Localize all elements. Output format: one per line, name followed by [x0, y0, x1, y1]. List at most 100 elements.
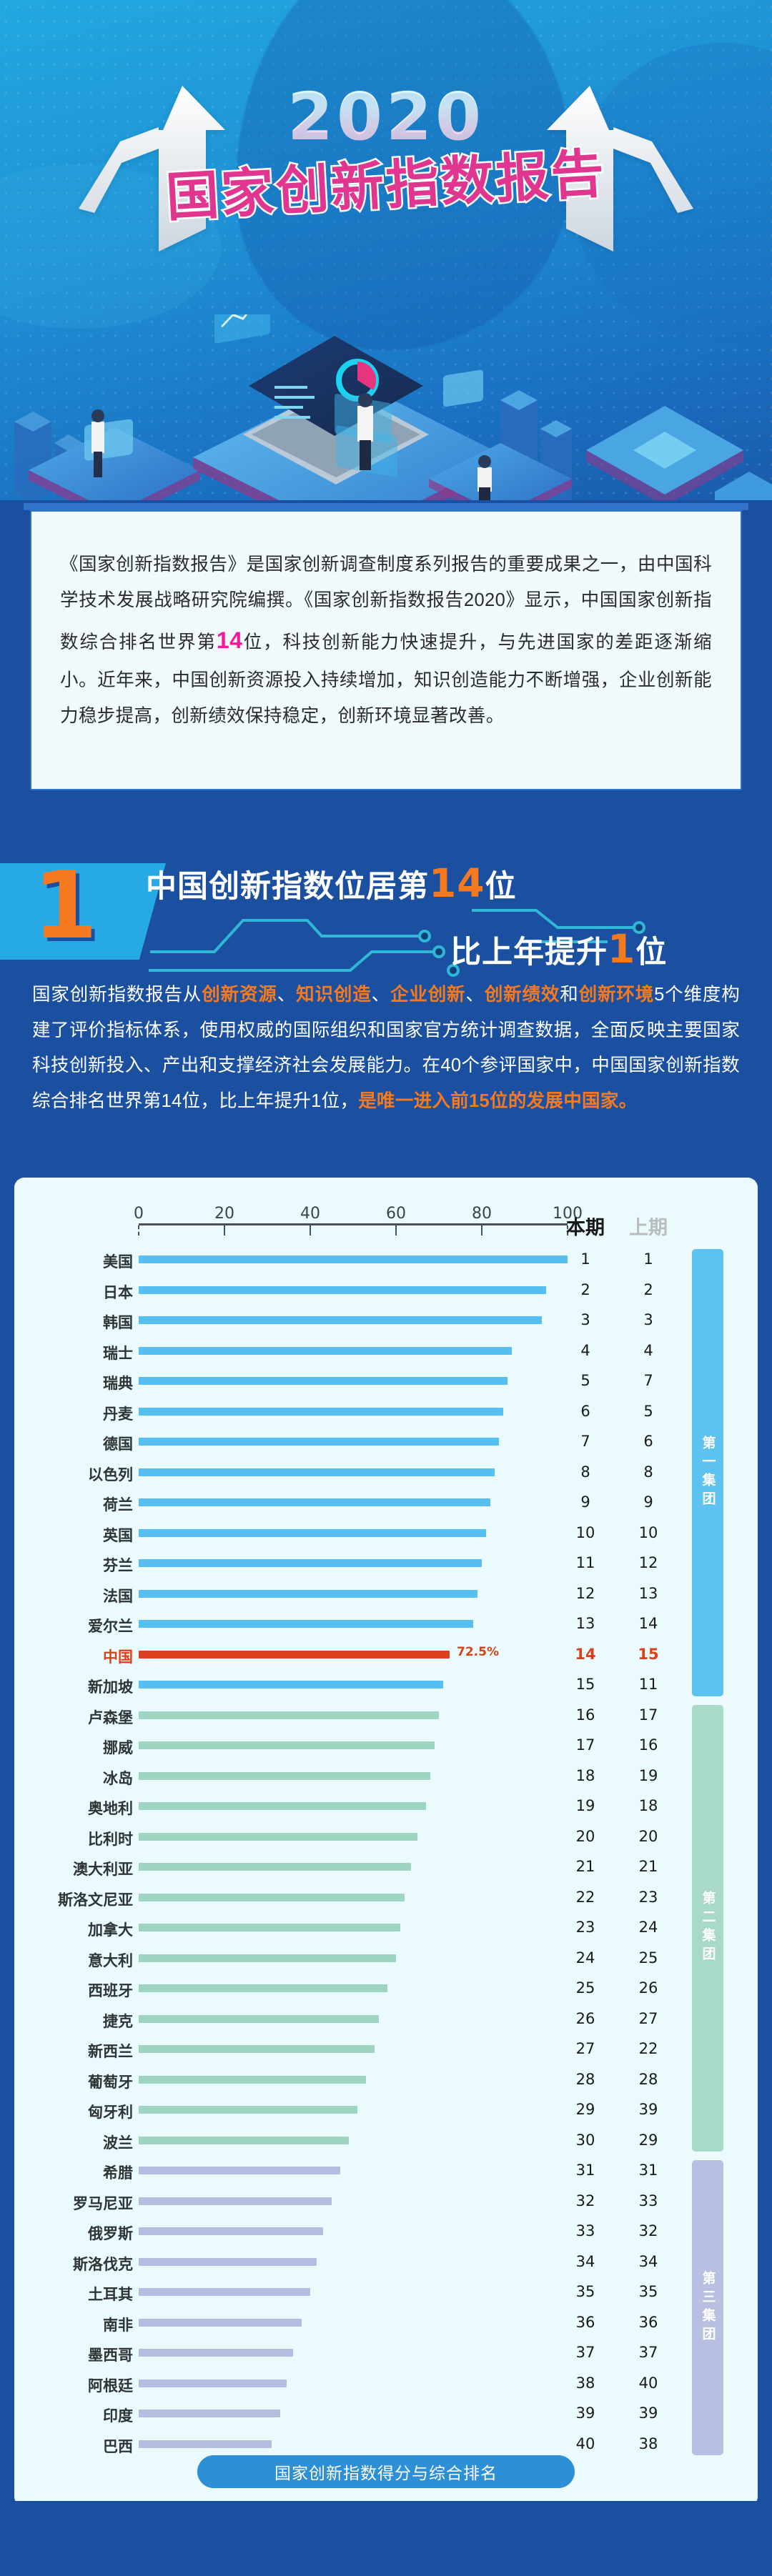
score-bar	[139, 2197, 332, 2205]
axis-tick-label: 0	[134, 1205, 144, 1223]
country-label: 冰岛	[103, 1770, 133, 1787]
intro-rank-highlight: 14	[216, 627, 243, 654]
body-s5: 和	[560, 985, 579, 1005]
table-row: 意大利 24 25	[14, 1944, 758, 1974]
chart-x-axis: 0 20 40 60 80 100	[134, 1205, 583, 1238]
score-bar	[139, 1681, 443, 1689]
score-bar	[139, 2136, 349, 2144]
body-h4: 创新绩效	[484, 985, 560, 1005]
score-bar	[139, 1924, 400, 1931]
table-row: 德国 7 6	[14, 1427, 758, 1458]
table-row: 瑞士 4 4	[14, 1336, 758, 1367]
body-s3: 、	[371, 985, 390, 1005]
group-label: 第一集团	[700, 1435, 716, 1510]
bottom-filler	[0, 2501, 772, 2576]
table-row: 爱尔兰 13 14	[14, 1609, 758, 1640]
rank-current: 4	[580, 1341, 590, 1359]
table-row: 法国 12 13	[14, 1579, 758, 1610]
country-label: 德国	[103, 1436, 133, 1453]
table-row: 日本 2 2	[14, 1275, 758, 1306]
rank-previous: 2	[643, 1280, 653, 1298]
rank-previous: 31	[638, 2162, 658, 2179]
rank-current: 39	[575, 2405, 595, 2422]
score-bar	[139, 2410, 280, 2417]
section-subtitle-num: 1	[608, 926, 636, 972]
body-s4: 、	[465, 985, 485, 1005]
hero-blob-center	[236, 0, 572, 350]
rank-previous: 35	[638, 2283, 658, 2300]
axis-tick-label: 100	[553, 1205, 583, 1223]
rank-current: 32	[575, 2192, 595, 2209]
rank-previous: 34	[638, 2252, 658, 2270]
table-row: 希腊 31 31	[14, 2156, 758, 2187]
group-label: 第二集团	[700, 1891, 716, 1966]
section-band	[0, 863, 166, 960]
rank-current: 12	[575, 1584, 595, 1602]
score-bar	[139, 1650, 450, 1659]
score-bar	[139, 1589, 477, 1598]
rank-current: 5	[580, 1372, 590, 1389]
group-band: 第三集团	[692, 2160, 723, 2455]
table-row: 阿根廷 38 40	[14, 2369, 758, 2400]
rank-previous: 9	[643, 1493, 653, 1511]
table-row: 罗马尼亚 32 33	[14, 2187, 758, 2217]
table-row: 墨西哥 37 37	[14, 2338, 758, 2369]
country-label: 新西兰	[88, 2044, 133, 2060]
axis-tick	[567, 1225, 568, 1235]
table-row: 卢森堡 16 17	[14, 1701, 758, 1731]
country-label: 瑞士	[103, 1345, 133, 1362]
country-label: 英国	[103, 1527, 133, 1544]
score-bar	[139, 2167, 340, 2174]
intro-text-after: 位，科技创新能力快速提升，与先进国家的差距逐渐缩小。近年来，中国创新资源投入持续…	[60, 632, 712, 726]
rank-current: 11	[575, 1554, 595, 1571]
rank-previous: 20	[638, 1827, 658, 1845]
axis-tick	[138, 1225, 139, 1235]
rank-current: 23	[575, 1919, 595, 1936]
country-label: 美国	[103, 1254, 133, 1270]
column-header-current: 本期	[566, 1217, 605, 1238]
table-row: 波兰 30 29	[14, 2126, 758, 2157]
table-row: 英国 10 10	[14, 1518, 758, 1549]
rank-current: 7	[580, 1433, 590, 1450]
isometric-illustration	[14, 314, 772, 529]
rank-previous: 4	[643, 1341, 653, 1359]
country-label: 土耳其	[88, 2287, 133, 2303]
country-label: 以色列	[88, 1466, 133, 1483]
country-label: 法国	[103, 1588, 133, 1605]
score-bar	[139, 1984, 387, 1992]
rank-current: 37	[575, 2344, 595, 2361]
rank-previous: 40	[638, 2374, 658, 2392]
rank-current: 24	[575, 1949, 595, 1966]
hero-year: 2020	[0, 84, 772, 150]
axis-tick-label: 40	[300, 1205, 320, 1223]
table-row: 丹麦 6 5	[14, 1397, 758, 1428]
rank-previous: 24	[638, 1919, 658, 1936]
country-label: 澳大利亚	[73, 1861, 133, 1878]
score-bar	[139, 1407, 503, 1416]
score-bar	[139, 1832, 417, 1841]
rank-current: 21	[575, 1858, 595, 1875]
body-s6: 5个维度构建了评价指标体系，使用权威的国际组织和国家官方统计调查数据，全面反映主…	[32, 985, 741, 1112]
country-label: 日本	[103, 1284, 133, 1301]
rank-current: 8	[580, 1463, 590, 1481]
axis-tick	[481, 1225, 482, 1235]
body-h5: 创新环境	[578, 985, 655, 1005]
rank-previous: 39	[638, 2405, 658, 2422]
score-bar	[139, 1468, 495, 1476]
country-label: 巴西	[103, 2438, 133, 2455]
rank-current: 22	[575, 1888, 595, 1906]
rank-current: 1	[580, 1250, 590, 1268]
country-label: 丹麦	[103, 1406, 133, 1423]
country-label: 俄罗斯	[88, 2226, 133, 2242]
rank-current: 10	[575, 1523, 595, 1541]
score-bar	[139, 1528, 486, 1537]
body-h3: 企业创新	[390, 985, 466, 1005]
chart-caption-button[interactable]: 国家创新指数得分与综合排名	[197, 2455, 575, 2488]
score-bar	[139, 2288, 310, 2296]
rank-current: 36	[575, 2313, 595, 2331]
rank-current: 18	[575, 1766, 595, 1784]
score-bar	[139, 1711, 439, 1719]
country-label: 南非	[103, 2317, 133, 2334]
rank-previous: 38	[638, 2435, 658, 2452]
section-one-header: 1 中国创新指数位居第14位 比上年提升1位	[0, 807, 772, 977]
